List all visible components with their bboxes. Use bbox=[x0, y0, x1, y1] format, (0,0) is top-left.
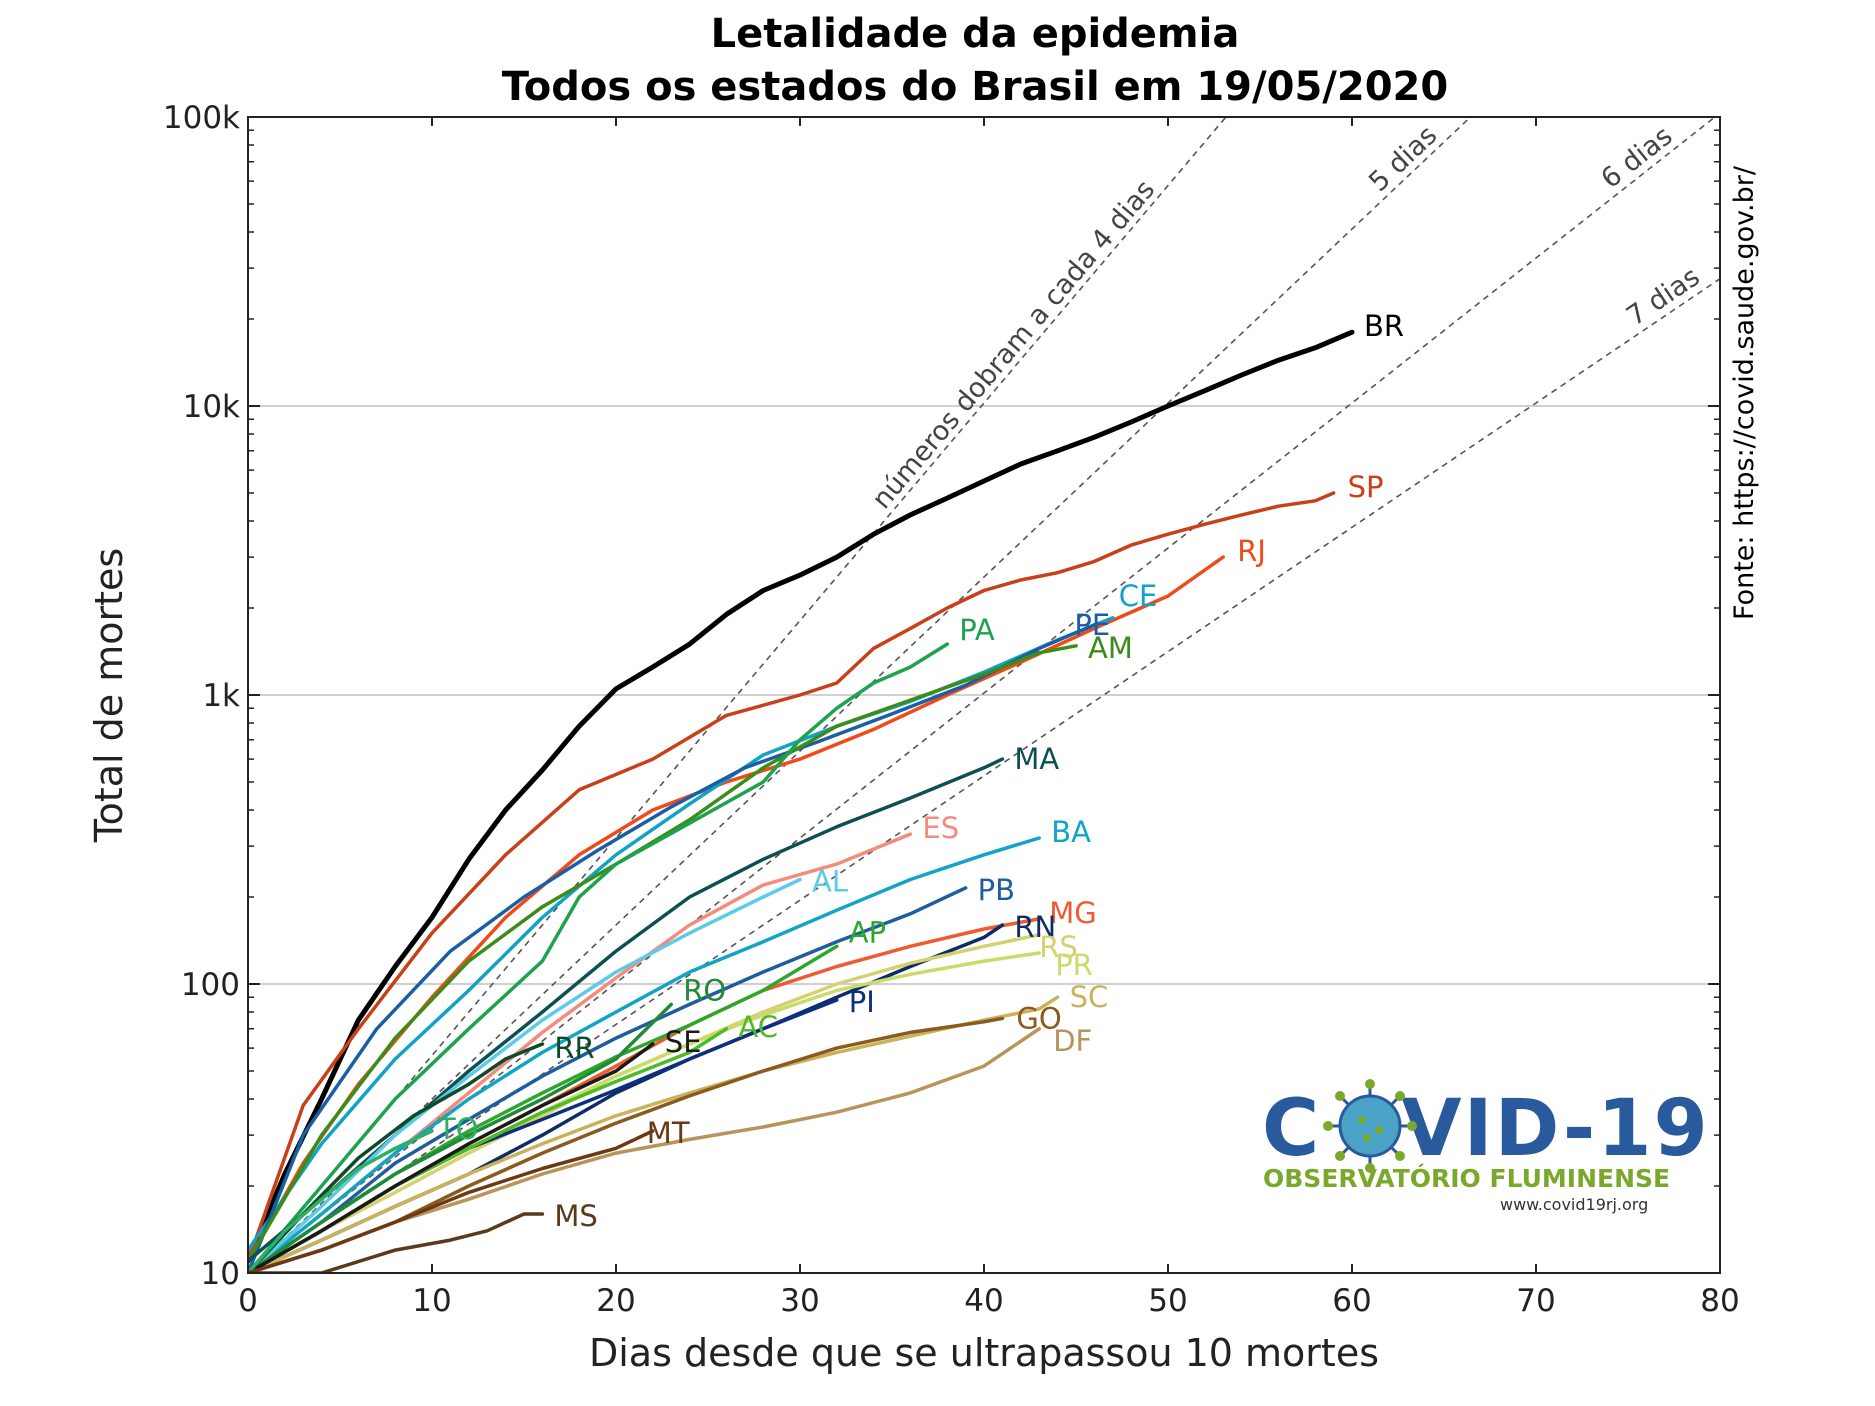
series-line-se bbox=[248, 1042, 655, 1273]
series-line-br bbox=[248, 329, 1355, 1264]
logo-title-c: C bbox=[1262, 1084, 1321, 1174]
x-tick-label-2: 20 bbox=[596, 1283, 635, 1319]
reference-line-6-dias bbox=[248, 117, 1717, 1273]
series-label-ma: MA bbox=[1014, 742, 1059, 776]
logo-subtitle: OBSERVATÓRIO FLUMINENSE bbox=[1263, 1163, 1670, 1193]
y-tick-label-2: 1k bbox=[202, 678, 240, 714]
x-tick-label-1: 10 bbox=[412, 1283, 451, 1319]
series-label-ro: RO bbox=[683, 973, 726, 1007]
series-label-pb: PB bbox=[978, 873, 1015, 907]
series-line-am bbox=[248, 644, 1078, 1263]
x-tick-label-3: 30 bbox=[780, 1283, 819, 1319]
series-label-rs: RS bbox=[1039, 930, 1078, 964]
logo-url: www.covid19rj.org bbox=[1500, 1195, 1648, 1214]
series-line-to bbox=[248, 1129, 434, 1273]
series-label-es: ES bbox=[922, 811, 959, 845]
reference-line-5-dias bbox=[248, 117, 1472, 1273]
reference-line-4-dias bbox=[248, 117, 1228, 1273]
source-text: Fonte: https://covid.saude.gov.br/ bbox=[1729, 165, 1760, 620]
chart-title-line-2: Todos os estados do Brasil em 19/05/2020 bbox=[502, 64, 1448, 110]
virus-icon bbox=[1323, 1079, 1417, 1173]
covid-observatorio-logo: C VID-19 OBSERVATÓRIO FLUMINENSE www.covi… bbox=[1262, 1079, 1710, 1214]
series-label-sp: SP bbox=[1348, 470, 1384, 504]
series-line-rs bbox=[248, 933, 1041, 1273]
series-label-sc: SC bbox=[1070, 980, 1109, 1014]
reference-label-6-dias: 6 dias bbox=[1596, 120, 1679, 194]
series-line-ce bbox=[248, 616, 1115, 1252]
series-label-rj: RJ bbox=[1237, 534, 1266, 568]
series-label-se: SE bbox=[665, 1025, 702, 1059]
series-label-am: AM bbox=[1088, 631, 1133, 665]
x-tick-label-5: 50 bbox=[1148, 1283, 1187, 1319]
series-label-pa: PA bbox=[959, 613, 995, 647]
reference-label-4-dias: números dobram a cada 4 dias bbox=[866, 174, 1161, 515]
y-tick-label-3: 10k bbox=[183, 389, 240, 425]
series-label-rr: RR bbox=[554, 1031, 594, 1065]
plot-series bbox=[248, 329, 1355, 1273]
series-label-ap: AP bbox=[849, 915, 886, 949]
series-label-pe: PE bbox=[1074, 608, 1110, 642]
series-line-sp bbox=[248, 491, 1336, 1263]
y-tick-label-1: 100 bbox=[181, 967, 240, 1003]
series-line-ro bbox=[248, 1002, 673, 1273]
x-tick-label-4: 40 bbox=[964, 1283, 1003, 1319]
series-label-rn: RN bbox=[1014, 910, 1056, 944]
series-label-br: BR bbox=[1364, 309, 1404, 343]
series-label-mg: MG bbox=[1049, 896, 1097, 930]
reference-label-5-dias: 5 dias bbox=[1363, 120, 1443, 198]
x-axis-label: Dias desde que se ultrapassou 10 mortes bbox=[589, 1331, 1379, 1375]
logo-title: C VID-19 bbox=[1262, 1084, 1710, 1174]
series-label-to: TO bbox=[437, 1112, 479, 1146]
series-line-pe bbox=[248, 623, 1097, 1273]
series-label-ba: BA bbox=[1051, 815, 1091, 849]
series-label-ac: AC bbox=[738, 1010, 778, 1044]
x-tick-label-8: 80 bbox=[1700, 1283, 1739, 1319]
series-line-ba bbox=[248, 836, 1041, 1273]
series-labels: números dobram a cada 4 dias 5 dias 6 dias… bbox=[437, 120, 1706, 1233]
y-tick-label-0: 10 bbox=[201, 1256, 240, 1292]
series-label-mt: MT bbox=[647, 1116, 690, 1150]
series-line-pb bbox=[248, 886, 968, 1273]
chart-title-line-1: Letalidade da epidemia bbox=[711, 11, 1240, 57]
series-label-pr: PR bbox=[1055, 948, 1093, 982]
x-tick-label-6: 60 bbox=[1332, 1283, 1371, 1319]
series-line-ac bbox=[248, 1027, 729, 1273]
x-tick-label-7: 70 bbox=[1516, 1283, 1555, 1319]
y-axis-label: Total de mortes bbox=[87, 548, 131, 843]
series-label-ms: MS bbox=[554, 1199, 597, 1233]
series-line-al bbox=[248, 877, 802, 1273]
series-line-mt bbox=[248, 1129, 655, 1273]
logo-title-rest: VID-19 bbox=[1401, 1084, 1710, 1174]
x-tick-label-0: 0 bbox=[238, 1283, 258, 1319]
series-label-ce: CE bbox=[1119, 579, 1158, 613]
series-line-pa bbox=[248, 642, 949, 1273]
doubling-reference-lines bbox=[248, 117, 1720, 1273]
series-label-pi: PI bbox=[849, 985, 875, 1019]
y-tick-label-4: 100k bbox=[163, 100, 240, 136]
series-label-go: GO bbox=[1016, 1001, 1061, 1035]
series-label-al: AL bbox=[812, 864, 848, 898]
series-label-df: DF bbox=[1053, 1024, 1092, 1058]
series-line-ms bbox=[248, 1212, 545, 1273]
